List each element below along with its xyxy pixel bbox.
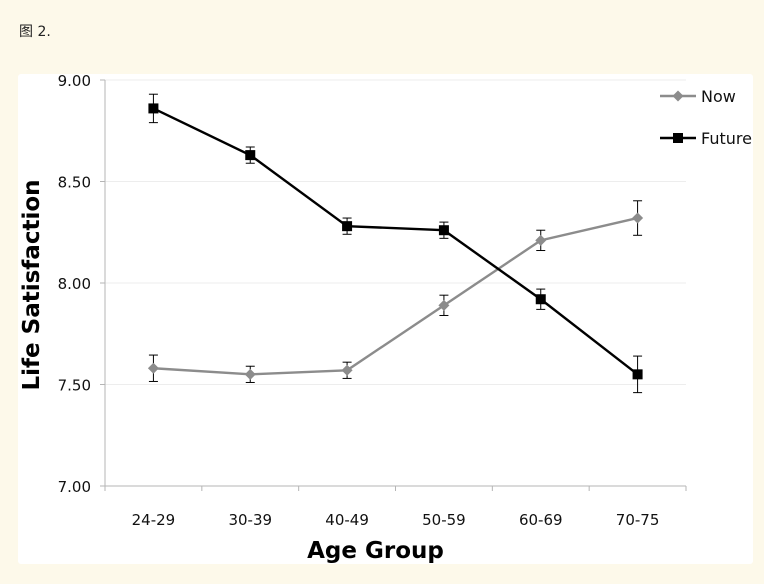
line-chart: 7.00 7.50 8.00 8.50 9.00 24-29 30-39 40-49 50-5… <box>19 74 752 564</box>
data-point <box>245 150 256 161</box>
data-point <box>244 368 256 380</box>
legend: Now Future <box>660 87 752 148</box>
y-tick-label: 7.00 <box>58 478 91 496</box>
x-tick-label: 70-75 <box>616 511 660 529</box>
y-axis-title: Life Satisfaction <box>19 179 45 390</box>
x-tick-label: 40-49 <box>325 511 369 529</box>
y-tick-label: 7.50 <box>58 377 91 395</box>
legend-label: Now <box>701 87 736 106</box>
series-future <box>148 93 643 394</box>
data-point <box>535 234 547 246</box>
legend-marker <box>673 133 683 143</box>
y-tick-label: 8.50 <box>58 174 91 192</box>
data-point <box>341 364 353 376</box>
x-tick-label: 30-39 <box>228 511 272 529</box>
series-line <box>152 107 639 376</box>
y-ticks: 7.00 7.50 8.00 8.50 9.00 <box>58 74 105 496</box>
x-ticks: 24-29 30-39 40-49 50-59 60-69 70-75 <box>104 486 687 529</box>
legend-item: Future <box>660 129 752 148</box>
grid-lines <box>105 79 686 385</box>
data-point <box>535 294 546 305</box>
y-tick-label: 9.00 <box>58 74 91 90</box>
y-tick-label: 8.00 <box>58 275 91 293</box>
data-point <box>342 221 353 232</box>
data-point <box>632 212 644 224</box>
series-now <box>147 200 644 383</box>
legend-label: Future <box>701 129 752 148</box>
data-point <box>438 225 449 236</box>
x-tick-label: 50-59 <box>422 511 466 529</box>
legend-marker <box>672 90 684 102</box>
legend-item: Now <box>660 87 736 106</box>
x-axis-title: Age Group <box>307 538 444 564</box>
figure-panel: 7.00 7.50 8.00 8.50 9.00 24-29 30-39 40-49 50-5… <box>18 74 753 564</box>
data-point <box>438 299 450 311</box>
series-line <box>153 216 638 376</box>
x-tick-label: 60-69 <box>519 511 563 529</box>
data-point <box>148 103 159 114</box>
series <box>147 93 644 394</box>
x-tick-label: 24-29 <box>132 511 176 529</box>
figure-caption: 图 2. <box>19 24 51 40</box>
data-point <box>632 369 643 380</box>
data-point <box>147 362 159 374</box>
